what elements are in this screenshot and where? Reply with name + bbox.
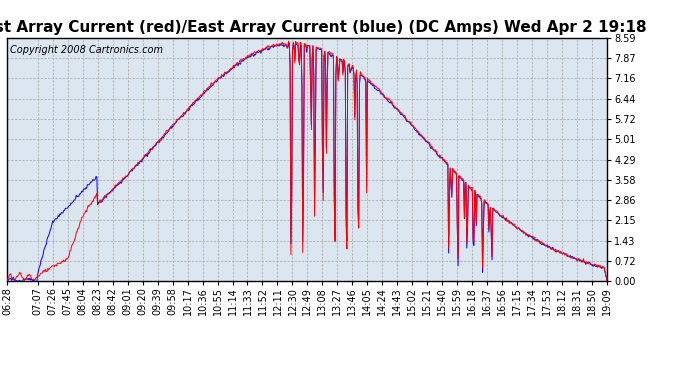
Text: Copyright 2008 Cartronics.com: Copyright 2008 Cartronics.com — [10, 45, 163, 55]
Title: West Array Current (red)/East Array Current (blue) (DC Amps) Wed Apr 2 19:18: West Array Current (red)/East Array Curr… — [0, 20, 647, 35]
